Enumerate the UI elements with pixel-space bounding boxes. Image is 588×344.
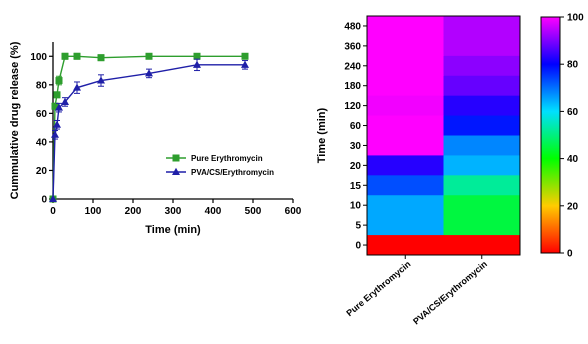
column-label: PVA/CS/Erythromycin [411, 259, 489, 327]
x-axis-title: Time (min) [145, 224, 201, 236]
data-point-square [193, 52, 201, 60]
heatmap-cell [443, 115, 521, 136]
data-point-triangle [145, 69, 153, 77]
data-point-triangle [241, 60, 249, 68]
heatmap-cell [443, 16, 521, 37]
heatmap-cell [367, 215, 444, 236]
legend: Pure Erythromycin PVA/CS/Erythromycin [166, 154, 274, 177]
colorbar-tick-label: 80 [567, 60, 579, 71]
row-label: 240 [344, 61, 361, 72]
row-label: 360 [344, 41, 361, 52]
data-point-square [51, 102, 59, 110]
row-label: 60 [350, 121, 362, 132]
heatmap-cell [367, 135, 444, 156]
x-tick-label: 500 [245, 206, 262, 217]
data-point-triangle [97, 76, 105, 84]
y-axis-title: Cummulative drug release (%) [9, 41, 21, 199]
x-tick-label: 400 [205, 206, 222, 217]
data-point-square [241, 52, 249, 60]
legend-label: Pure Erythromycin [191, 154, 263, 163]
colorbar-tick-label: 20 [567, 201, 579, 212]
data-point-triangle [51, 130, 59, 138]
heatmap-cell [367, 35, 444, 57]
heatmap-cell [443, 175, 521, 196]
row-label: 10 [350, 201, 362, 212]
data-point-square [53, 91, 61, 99]
colorbar-tick-label: 40 [567, 154, 579, 165]
row-label: 0 [355, 241, 361, 252]
heatmap-cell [367, 115, 444, 136]
colorbar-tick-label: 0 [567, 249, 573, 260]
row-label: 5 [355, 221, 361, 232]
y-tick-label: 80 [36, 80, 48, 91]
line-chart: 0 100 200 300 400 500 600 0 20 40 60 80 100 Time (min… [9, 41, 302, 236]
heatmap-cell [443, 95, 521, 117]
legend-marker-triangle [172, 167, 180, 175]
heatmap-cell [367, 195, 444, 216]
row-label: 180 [344, 81, 361, 92]
series-line [52, 64, 245, 200]
data-point-triangle [193, 60, 201, 68]
data-point-square [61, 52, 69, 60]
heatmap-cell [367, 16, 444, 37]
data-point-triangle [55, 103, 63, 111]
row-label: 30 [350, 141, 362, 152]
heatmap-cell [367, 75, 444, 97]
row-label: 15 [350, 181, 362, 192]
heatmap-cell [443, 35, 521, 57]
data-point-triangle [53, 120, 61, 128]
data-point-triangle [73, 83, 81, 91]
data-point-square [73, 52, 81, 60]
row-label: 480 [344, 21, 361, 32]
heatmap-cell [367, 175, 444, 196]
legend-marker-square [172, 154, 180, 162]
y-tick-label: 60 [36, 109, 48, 120]
heatmap-cell [443, 235, 521, 256]
x-tick-label: 0 [50, 206, 56, 217]
heatmap-cell [367, 55, 444, 77]
data-point-square [145, 52, 153, 60]
data-point-square [55, 77, 63, 85]
data-point-triangle [49, 194, 57, 202]
legend-label: PVA/CS/Erythromycin [191, 168, 274, 177]
data-point-square [97, 54, 105, 62]
y-tick-label: 100 [30, 52, 47, 63]
data-point-triangle [61, 97, 69, 105]
heatmap-cell [443, 195, 521, 216]
heatmap-cell [443, 215, 521, 236]
x-tick-label: 600 [285, 206, 302, 217]
colorbar-tick-label: 60 [567, 107, 579, 118]
y-tick-label: 40 [36, 137, 48, 148]
heatmap-frame [366, 15, 521, 256]
heatmap-cell [367, 155, 444, 176]
y-axis-title: Time (min) [316, 107, 328, 163]
series-pva-cs-erythromycin [49, 58, 249, 202]
colorbar-tick-label: 100 [567, 13, 584, 24]
heatmap-cell [443, 135, 521, 156]
colorbar-bar [540, 16, 561, 254]
heatmap-cell [443, 155, 521, 176]
x-tick-label: 300 [165, 206, 182, 217]
y-tick-label: 20 [36, 166, 48, 177]
colorbar: 0 20 40 60 80 100 [540, 13, 584, 260]
heatmap-cell [443, 75, 521, 97]
heatmap-chart: 480 360 240 180 120 60 30 20 15 10 5 0 Pure Erythrom… [316, 15, 521, 327]
series-line [52, 55, 245, 200]
y-tick-label: 0 [41, 195, 47, 206]
row-label: 20 [350, 161, 362, 172]
x-tick-label: 200 [125, 206, 142, 217]
heatmap-cell [367, 95, 444, 117]
x-tick-label: 100 [85, 206, 102, 217]
heatmap-cell [367, 235, 444, 256]
heatmap-cell [443, 55, 521, 77]
column-label: Pure Erythromycin [344, 259, 412, 318]
row-label: 120 [344, 101, 361, 112]
